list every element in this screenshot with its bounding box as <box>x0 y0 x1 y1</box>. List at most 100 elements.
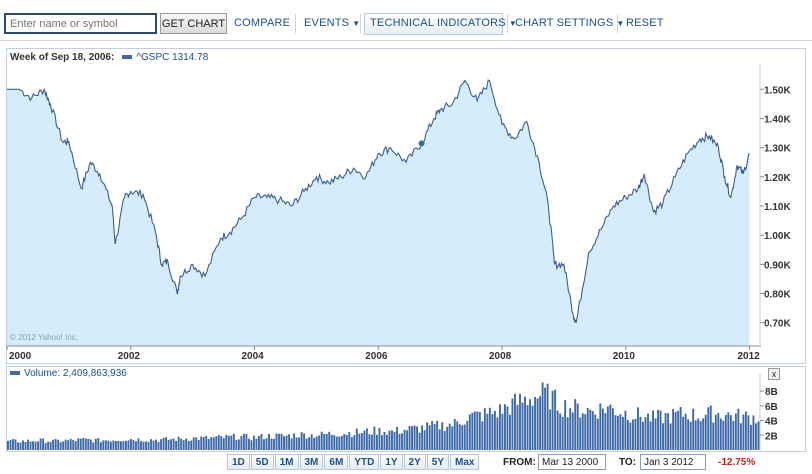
x-tick-label: 2004 <box>241 351 264 362</box>
volume-bar <box>145 441 147 450</box>
volume-bar <box>22 440 24 450</box>
compare-link[interactable]: COMPARE <box>234 17 291 29</box>
volume-bar <box>318 435 321 450</box>
volume-bar <box>642 421 644 450</box>
volume-bar <box>250 440 253 450</box>
volume-bar <box>353 435 356 450</box>
volume-bar <box>554 389 557 450</box>
volume-bar <box>313 438 316 450</box>
y-tick-label: 0.70K <box>764 319 791 330</box>
volume-bar <box>511 398 514 450</box>
volume-tick-label: 4B <box>765 417 778 428</box>
volume-bar <box>330 434 333 450</box>
volume-bar <box>192 437 195 450</box>
volume-bar <box>142 441 145 450</box>
volume-bar <box>498 404 501 450</box>
volume-bar <box>754 423 757 450</box>
volume-bar <box>283 436 286 450</box>
y-tick-label: 0.90K <box>764 260 791 271</box>
range-button-5y[interactable]: 5Y <box>426 454 450 470</box>
volume-bar <box>167 439 170 450</box>
volume-bar <box>451 426 454 450</box>
volume-bar <box>679 407 682 450</box>
range-button-max[interactable]: Max <box>450 454 480 470</box>
volume-bar <box>343 434 346 450</box>
volume-bar <box>235 440 238 450</box>
volume-bar <box>524 396 526 450</box>
range-button-ytd[interactable]: YTD <box>349 454 380 470</box>
volume-bar <box>521 402 524 450</box>
volume-bar <box>503 404 506 450</box>
volume-bar <box>714 414 717 450</box>
symbol-value-label: ^GSPC 1314.78 <box>136 52 209 63</box>
reset-link[interactable]: RESET <box>626 17 664 29</box>
chart-header: Week of Sep 18, 2006: ^GSPC 1314.78 <box>10 52 208 63</box>
events-label: EVENTS <box>304 17 350 29</box>
y-tick-label: 1.20K <box>764 173 791 184</box>
series-swatch <box>122 54 133 59</box>
technical-indicators-box[interactable] <box>364 13 503 35</box>
volume-bar <box>335 436 338 450</box>
volume-bar <box>626 420 629 450</box>
range-button-1m[interactable]: 1M <box>274 454 299 470</box>
get-chart-button[interactable]: GET CHART <box>160 13 227 34</box>
volume-bar <box>574 399 577 450</box>
volume-bar <box>393 431 396 450</box>
symbol-search-input[interactable] <box>4 13 157 34</box>
volume-bar <box>637 407 639 450</box>
volume-bar <box>712 422 715 450</box>
volume-bar <box>496 417 499 450</box>
volume-bar <box>401 433 403 450</box>
volume-bar <box>599 403 602 450</box>
events-menu[interactable]: EVENTS ▼ <box>304 17 360 29</box>
volume-bar <box>195 437 198 450</box>
volume-bar <box>506 406 509 450</box>
volume-bar <box>293 433 296 450</box>
volume-bar <box>559 413 562 450</box>
volume-bar <box>135 441 137 450</box>
volume-bar <box>667 413 670 450</box>
volume-bar <box>129 439 132 450</box>
volume-bar <box>478 412 481 450</box>
chart-settings-menu[interactable]: CHART SETTINGS ▼ <box>515 17 624 29</box>
volume-bar <box>290 438 293 450</box>
volume-bar <box>82 438 85 450</box>
volume-bar <box>345 435 348 450</box>
volume-bar <box>729 415 732 450</box>
volume-bar <box>363 430 366 450</box>
x-tick-label: 2010 <box>613 351 636 362</box>
to-date-input[interactable] <box>640 454 706 470</box>
volume-bar <box>122 441 125 450</box>
volume-bar <box>649 421 652 450</box>
range-button-6m[interactable]: 6M <box>324 454 349 470</box>
volume-bar <box>677 410 680 450</box>
range-button-2y[interactable]: 2Y <box>403 454 426 470</box>
volume-bar <box>62 441 65 450</box>
close-volume-icon[interactable]: x <box>768 368 780 380</box>
range-button-1d[interactable]: 1D <box>227 454 250 470</box>
price-area-fill <box>7 80 750 346</box>
volume-bar <box>604 413 607 450</box>
volume-bar <box>539 396 542 450</box>
volume-bar <box>365 428 368 450</box>
volume-bar <box>370 434 373 450</box>
volume-bar <box>265 438 268 450</box>
range-button-5d[interactable]: 5D <box>250 454 274 470</box>
volume-bar <box>215 436 218 450</box>
volume-bar <box>170 439 173 450</box>
volume-bar <box>102 440 105 450</box>
range-button-3m[interactable]: 3M <box>299 454 324 470</box>
technical-indicators-menu[interactable]: TECHNICAL INDICATORS ▼ <box>370 17 517 29</box>
volume-bar <box>155 439 157 450</box>
from-date-input[interactable] <box>538 454 606 470</box>
volume-bar <box>551 390 554 450</box>
volume-bar <box>493 410 496 450</box>
volume-bar <box>386 434 388 450</box>
volume-bar <box>54 438 57 450</box>
volume-bar <box>441 422 444 450</box>
volume-bar <box>375 434 378 450</box>
volume-bar <box>260 434 263 450</box>
volume-bar <box>160 439 163 450</box>
range-button-1y[interactable]: 1Y <box>380 454 403 470</box>
